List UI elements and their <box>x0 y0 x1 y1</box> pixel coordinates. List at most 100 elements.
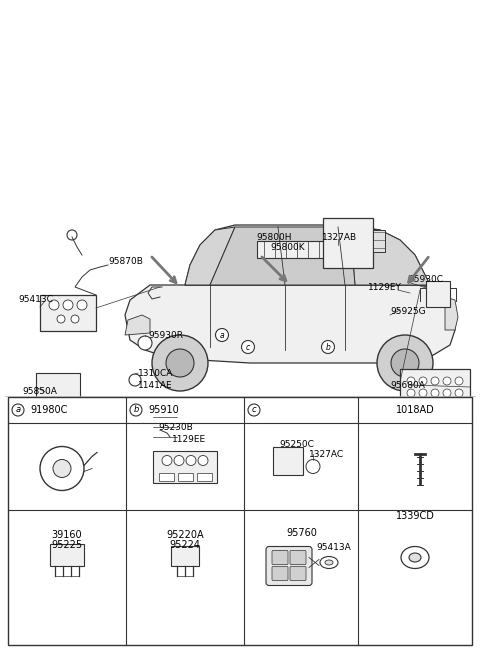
Polygon shape <box>185 225 430 285</box>
Text: 95850A: 95850A <box>22 388 57 396</box>
Circle shape <box>186 455 196 466</box>
Bar <box>40 295 96 331</box>
Circle shape <box>455 389 463 397</box>
Circle shape <box>162 455 172 466</box>
Text: 95870B: 95870B <box>108 257 143 267</box>
Text: 1327AB: 1327AB <box>322 233 357 242</box>
Text: 1339CD: 1339CD <box>396 511 434 521</box>
Circle shape <box>174 455 184 466</box>
Polygon shape <box>185 227 235 285</box>
Text: 39160: 39160 <box>52 531 82 540</box>
Circle shape <box>431 389 439 397</box>
Circle shape <box>455 377 463 385</box>
Text: b: b <box>133 405 139 415</box>
Text: 95800H: 95800H <box>256 233 291 242</box>
Bar <box>400 369 470 405</box>
Circle shape <box>152 335 208 391</box>
Text: a: a <box>220 331 224 339</box>
Circle shape <box>443 389 451 397</box>
Circle shape <box>129 374 141 386</box>
Circle shape <box>322 341 335 354</box>
Ellipse shape <box>325 560 333 565</box>
Circle shape <box>77 300 87 310</box>
Text: 95930C: 95930C <box>408 276 443 284</box>
Circle shape <box>138 336 152 350</box>
Circle shape <box>53 460 71 477</box>
Text: 1129EY: 1129EY <box>368 284 402 293</box>
Circle shape <box>12 404 24 416</box>
Polygon shape <box>210 227 355 285</box>
Bar <box>50 544 84 565</box>
Bar <box>273 447 303 474</box>
Text: 95224: 95224 <box>169 540 201 550</box>
Circle shape <box>151 422 161 432</box>
Circle shape <box>443 377 451 385</box>
Circle shape <box>130 404 142 416</box>
FancyBboxPatch shape <box>272 550 288 565</box>
Polygon shape <box>445 297 458 330</box>
Circle shape <box>40 447 84 491</box>
Ellipse shape <box>409 553 421 562</box>
Text: 95925G: 95925G <box>390 307 426 316</box>
Circle shape <box>391 349 419 377</box>
Polygon shape <box>125 315 150 335</box>
Circle shape <box>166 349 194 377</box>
Text: 95910: 95910 <box>148 405 179 415</box>
Circle shape <box>216 329 228 341</box>
Text: b: b <box>325 343 330 352</box>
Bar <box>178 472 193 481</box>
Text: 95930R: 95930R <box>148 331 183 339</box>
Bar <box>36 373 80 397</box>
Bar <box>426 281 450 307</box>
FancyBboxPatch shape <box>266 546 312 586</box>
Text: 95413A: 95413A <box>316 543 351 552</box>
Text: 95250C: 95250C <box>279 440 314 449</box>
Circle shape <box>407 389 415 397</box>
Text: 95220A: 95220A <box>166 531 204 540</box>
Circle shape <box>419 377 427 385</box>
Text: 1310CA: 1310CA <box>138 369 173 377</box>
Bar <box>147 408 183 443</box>
Circle shape <box>377 335 433 391</box>
FancyBboxPatch shape <box>290 567 306 580</box>
Circle shape <box>198 455 208 466</box>
Text: 95760: 95760 <box>286 527 317 538</box>
Bar <box>323 218 373 268</box>
Text: 95225: 95225 <box>51 540 83 550</box>
Circle shape <box>431 377 439 385</box>
Circle shape <box>419 389 427 397</box>
Bar <box>373 230 385 252</box>
Text: 91980C: 91980C <box>30 405 67 415</box>
Circle shape <box>407 377 415 385</box>
Text: 1129EE: 1129EE <box>172 434 206 443</box>
Bar <box>257 241 327 258</box>
Bar <box>171 546 199 565</box>
Polygon shape <box>125 285 455 363</box>
Ellipse shape <box>320 557 338 569</box>
Text: 1141AE: 1141AE <box>138 381 173 390</box>
Text: 95800K: 95800K <box>270 244 305 252</box>
Bar <box>153 451 217 483</box>
Text: 95680A: 95680A <box>390 381 425 390</box>
Text: a: a <box>15 405 21 415</box>
Text: 95230B: 95230B <box>158 422 193 432</box>
Bar <box>159 472 174 481</box>
FancyBboxPatch shape <box>290 550 306 565</box>
Circle shape <box>63 300 73 310</box>
Circle shape <box>49 300 59 310</box>
Text: c: c <box>252 405 256 415</box>
Text: 1018AD: 1018AD <box>396 405 434 415</box>
Circle shape <box>71 315 79 323</box>
FancyBboxPatch shape <box>272 567 288 580</box>
Bar <box>197 472 212 481</box>
Text: c: c <box>246 343 250 352</box>
Circle shape <box>57 315 65 323</box>
Polygon shape <box>350 227 430 285</box>
Ellipse shape <box>401 546 429 569</box>
Text: 95413C: 95413C <box>18 295 53 303</box>
Text: 1327AC: 1327AC <box>309 450 344 459</box>
Circle shape <box>241 341 254 354</box>
Bar <box>8 397 472 645</box>
Circle shape <box>306 460 320 474</box>
Circle shape <box>67 230 77 240</box>
